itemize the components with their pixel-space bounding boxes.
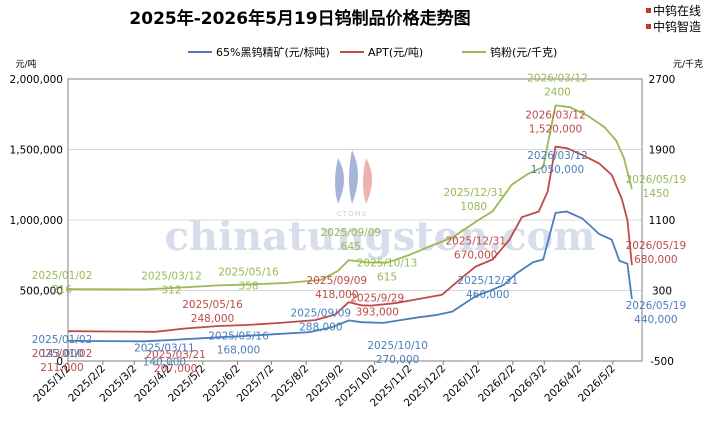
series-line-2 — [67, 104, 633, 291]
watermark-text: chinatungsten.com — [164, 213, 595, 260]
data-label: 211,000 — [40, 362, 83, 374]
data-label: 2025/09/09 — [291, 307, 352, 319]
watermark-sub: CTOMS — [337, 210, 367, 218]
data-label: 2026/05/19 — [626, 240, 687, 252]
data-label: 2025/05/16 — [208, 330, 269, 342]
data-label: 248,000 — [191, 313, 234, 325]
data-label: 2026/03/12 — [527, 72, 588, 84]
data-label: 2026/03/12 — [525, 110, 586, 122]
legend: 65%黑钨精矿(元/标吨) APT(元/吨) 钨粉(元/千克) — [188, 45, 557, 59]
data-label: 168,000 — [217, 344, 260, 356]
data-label: 288,000 — [299, 321, 342, 333]
right-axis-unit: 元/千克 — [673, 59, 703, 70]
x-tick-label: 2025/7/2 — [235, 363, 277, 405]
series-line-1 — [67, 145, 633, 333]
data-label: 358 — [238, 280, 258, 292]
data-label: 1,520,000 — [529, 124, 582, 136]
right-tick-label: 1100 — [649, 215, 676, 227]
data-label: 2400 — [544, 86, 571, 98]
left-tick-label: 500,000 — [20, 286, 63, 298]
data-label: 2025/12/31 — [457, 275, 518, 287]
x-tick-label: 2026/1/2 — [441, 363, 483, 405]
data-label: 670,000 — [454, 250, 497, 262]
data-label: 2026/05/19 — [626, 174, 687, 186]
legend-label: APT(元/吨) — [368, 46, 423, 59]
data-label: 2025/05/16 — [182, 299, 243, 311]
data-label: 615 — [377, 272, 397, 284]
data-label: 2025/03/11 — [134, 342, 195, 354]
data-label: 2025/09/09 — [307, 275, 368, 287]
left-tick-label: 0 — [56, 356, 63, 368]
right-tick-label: 1900 — [649, 145, 676, 157]
plot-frame — [67, 78, 643, 362]
data-label: 143,000 — [40, 348, 83, 360]
data-label: 2026/03/12 — [527, 150, 588, 162]
data-label: 2026/05/19 — [626, 300, 687, 312]
data-label: 680,000 — [634, 254, 677, 266]
data-label: 2025/12/31 — [445, 236, 506, 248]
data-label: 2025/10/10 — [367, 340, 428, 352]
x-tick-label: 2025/8/2 — [269, 363, 311, 405]
data-label: 2025/01/02 — [32, 348, 93, 360]
watermark: CTOMS chinatungsten.com — [164, 150, 596, 260]
data-label: 418,000 — [315, 289, 358, 301]
brand-line-1: 中钨在线 — [653, 3, 701, 18]
data-label: 270,000 — [376, 354, 419, 366]
data-label: 393,000 — [356, 307, 399, 319]
data-label: 2025/9/29 — [350, 293, 404, 305]
chart-title: 2025年-2026年5月19日钨制品价格走势图 — [129, 8, 470, 29]
data-label: 2025/10/13 — [357, 258, 418, 270]
watermark-logo-icon — [335, 150, 372, 204]
data-label: 316 — [52, 284, 72, 296]
data-label: 2025/09/09 — [321, 227, 382, 239]
x-tick-label: 2026/5/2 — [576, 363, 618, 405]
data-label: 1080 — [460, 201, 487, 213]
data-label: 645 — [341, 241, 361, 253]
data-label: 1450 — [643, 188, 670, 200]
data-label: 2025/03/21 — [145, 349, 206, 361]
right-tick-label: 300 — [652, 286, 672, 298]
series-lines — [67, 104, 633, 343]
brand-line-2: 中钨智造 — [653, 19, 701, 34]
data-label: 2025/05/16 — [218, 266, 279, 278]
data-label: 140,000 — [143, 356, 186, 368]
data-label: 207,000 — [154, 363, 197, 375]
data-label: 2025/03/12 — [141, 270, 202, 282]
data-label: 440,000 — [634, 314, 677, 326]
data-label: 312 — [161, 284, 181, 296]
data-label: 1,050,000 — [531, 164, 584, 176]
left-axis-unit: 元/吨 — [15, 58, 36, 70]
data-labels: 2025/01/023162025/03/123122025/05/163582… — [32, 72, 686, 374]
series-line-0 — [67, 210, 633, 343]
data-label: 2025/12/31 — [443, 187, 504, 199]
legend-label: 钨粉(元/千克) — [490, 46, 557, 59]
right-tick-label: -500 — [650, 356, 674, 368]
data-label: 2025/01/02 — [32, 334, 93, 346]
brand-logo: 中钨在线 中钨智造 — [646, 3, 701, 34]
left-tick-label: 1,000,000 — [10, 215, 63, 227]
right-tick-label: 2700 — [649, 74, 676, 86]
left-tick-label: 2,000,000 — [10, 74, 63, 86]
data-label: 460,000 — [466, 289, 509, 301]
left-tick-label: 1,500,000 — [10, 145, 63, 157]
data-label: 2025/01/02 — [32, 270, 93, 282]
legend-label: 65%黑钨精矿(元/标吨) — [216, 45, 330, 59]
